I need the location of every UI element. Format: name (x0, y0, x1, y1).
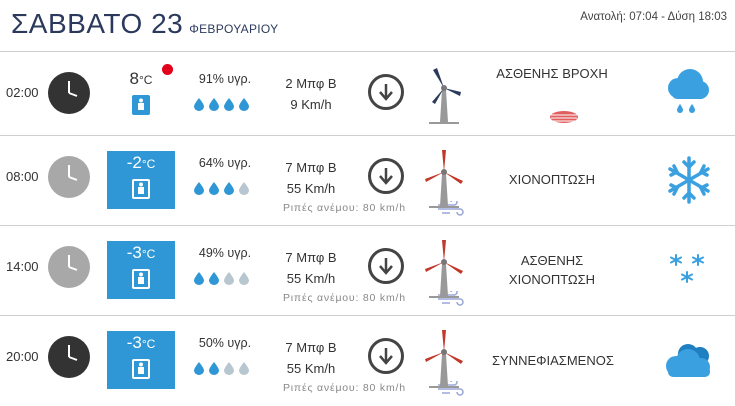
gust-wind-icon (438, 201, 464, 216)
wind-direction-icon (368, 248, 404, 284)
humidity-drops (193, 97, 253, 111)
wind-speed: 55 Km/h (286, 271, 336, 286)
humidity-value: 91% υγρ. (198, 72, 252, 86)
humidity-drops (193, 361, 253, 375)
wind-turbine-icon (429, 68, 461, 124)
forecast-row: 02:00 8°C 91% υγρ. 2 Μπφ Β 9 Km/h ΑΣΘΕΝΗΣ… (0, 51, 735, 142)
day-clock-icon (48, 156, 90, 198)
wind-info: 2 Μπφ Β 9 Km/h (266, 73, 356, 115)
day-clock-icon (48, 246, 90, 288)
condition-text: ΑΣΘΕΝΗΣ ΒΡΟΧΗ (496, 66, 608, 81)
wind-beaufort: 7 Μπφ Β (285, 340, 337, 355)
drop-icon (224, 362, 234, 375)
drop-icon (194, 362, 204, 375)
forecast-row: 14:00 -3°C 49% υγρ. 7 Μπφ Β 55 Km/h Ριπές… (0, 225, 735, 316)
wind-info: 7 Μπφ Β 55 Km/h (266, 157, 356, 199)
wind-beaufort: 7 Μπφ Β (285, 160, 337, 175)
temperature-box: 8°C (107, 67, 175, 125)
temperature-value: -3°C (126, 243, 156, 262)
wind-direction-icon (368, 74, 404, 110)
feels-like-icon (132, 269, 150, 289)
wind-speed: 55 Km/h (286, 181, 336, 196)
feels-like-icon (132, 359, 150, 379)
temperature-value: -2°C (126, 153, 156, 172)
humidity-drops (193, 271, 253, 285)
forecast-header: ΣΑΒΒΑΤΟ 23 ΦΕΒΡΟΥΑΡΙΟΥ Ανατολή: 07:04 - Δ… (0, 0, 735, 50)
humidity-drops (193, 181, 253, 195)
sunrise-sunset: Ανατολή: 07:04 - Δύση 18:03 (580, 11, 727, 23)
gust-text: Ριπές ανέμου: 80 km/h (283, 382, 406, 394)
forecast-row: 20:00 -3°C 50% υγρ. 7 Μπφ Β 55 Km/h Ριπές… (0, 315, 735, 406)
drop-icon (209, 182, 219, 195)
humidity-value: 49% υγρ. (198, 246, 252, 260)
feels-like-icon (132, 179, 150, 199)
alert-dot-icon (162, 64, 173, 75)
drop-icon (194, 182, 204, 195)
cloudy-icon (666, 344, 710, 377)
condition-text: ΑΣΘΕΝΗΣ ΧΙΟΝΟΠΤΩΣΗ (508, 253, 596, 287)
condition-text: ΧΙΟΝΟΠΤΩΣΗ (508, 172, 596, 187)
drop-icon (224, 182, 234, 195)
drop-icon (239, 272, 249, 285)
drop-icon (239, 362, 249, 375)
temperature-box: -3°C (107, 331, 175, 389)
drop-icon (239, 98, 249, 111)
gust-wind-icon (438, 381, 464, 396)
month-label: ΦΕΒΡΟΥΑΡΙΟΥ (189, 22, 279, 36)
snowflake-icon (668, 156, 710, 204)
gust-text: Ριπές ανέμου: 80 km/h (283, 202, 406, 214)
drop-icon (224, 272, 234, 285)
wind-direction-icon (368, 338, 404, 374)
humidity-value: 50% υγρ. (198, 336, 252, 350)
row-time: 14:00 (6, 259, 39, 274)
temperature-box: -2°C (107, 151, 175, 209)
wind-turbine-icon (425, 240, 463, 298)
gust-wind-icon (438, 291, 464, 306)
drop-icon (209, 272, 219, 285)
light-snow-icon (670, 254, 704, 283)
wind-speed: 55 Km/h (286, 361, 336, 376)
drop-icon (194, 98, 204, 111)
row-time: 20:00 (6, 349, 39, 364)
humidity-value: 64% υγρ. (198, 156, 252, 170)
drop-icon (224, 98, 234, 111)
drop-icon (209, 98, 219, 111)
wind-direction-icon (368, 158, 404, 194)
row-time: 02:00 (6, 85, 39, 100)
temperature-value: 8°C (129, 69, 153, 88)
temperature-box: -3°C (107, 241, 175, 299)
drop-icon (194, 272, 204, 285)
feels-like-icon (132, 95, 150, 115)
wind-info: 7 Μπφ Β 55 Km/h (266, 337, 356, 379)
rain-intensity-icon (550, 111, 578, 123)
gust-text: Ριπές ανέμου: 80 km/h (283, 292, 406, 304)
drop-icon (209, 362, 219, 375)
row-time: 08:00 (6, 169, 39, 184)
wind-speed: 9 Km/h (290, 97, 332, 112)
condition-text: ΣΥΝΝΕΦΙΑΣΜΕΝΟΣ (492, 353, 614, 368)
night-clock-icon (48, 336, 90, 378)
wind-turbine-icon (425, 330, 463, 388)
night-clock-icon (48, 72, 90, 114)
wind-beaufort: 2 Μπφ Β (285, 76, 337, 91)
wind-info: 7 Μπφ Β 55 Km/h (266, 247, 356, 289)
wind-beaufort: 7 Μπφ Β (285, 250, 337, 265)
forecast-row: 08:00 -2°C 64% υγρ. 7 Μπφ Β 55 Km/h Ριπές… (0, 135, 735, 226)
wind-turbine-icon (425, 150, 463, 208)
cloud-rain-icon (668, 69, 709, 113)
temperature-value: -3°C (126, 333, 156, 352)
day-title: ΣΑΒΒΑΤΟ 23 ΦΕΒΡΟΥΑΡΙΟΥ (11, 8, 279, 39)
drop-icon (239, 182, 249, 195)
